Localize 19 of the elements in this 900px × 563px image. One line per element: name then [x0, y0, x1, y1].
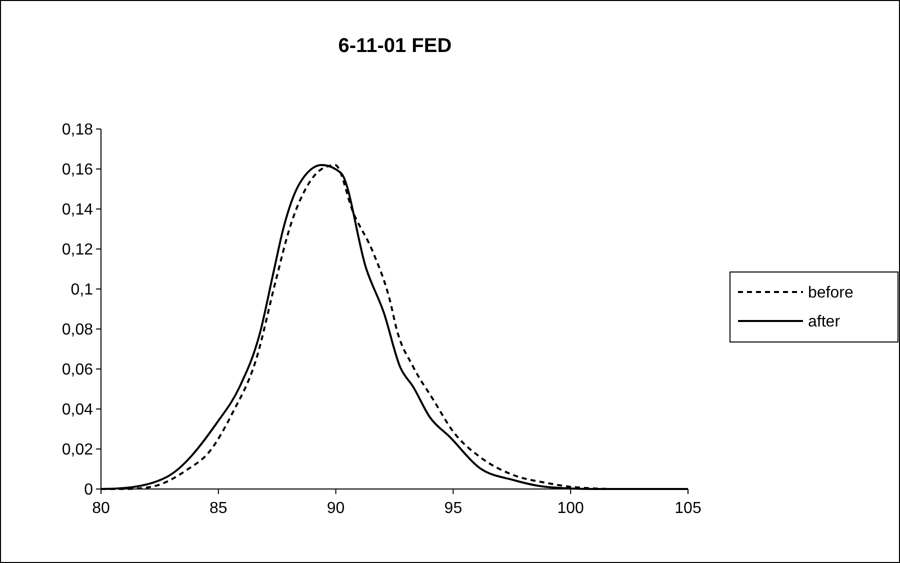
legend-label: before: [808, 284, 854, 302]
y-tick-label: 0,1: [70, 282, 94, 299]
x-tick-label: 100: [557, 500, 584, 517]
y-tick-label: 0,16: [62, 162, 94, 179]
x-tick-label: 95: [444, 500, 462, 517]
y-tick-label: 0,12: [62, 242, 94, 259]
y-tick-label: 0,14: [62, 202, 94, 219]
y-tick-label: 0,18: [62, 122, 94, 139]
chart-title: 6-11-01 FED: [338, 35, 452, 57]
x-tick-label: 105: [674, 500, 702, 517]
legend-label: after: [808, 314, 841, 331]
y-tick-label: 0,04: [62, 402, 94, 419]
y-tick-label: 0,08: [62, 322, 94, 339]
x-tick-label: 90: [326, 500, 345, 517]
x-tick-label: 80: [92, 500, 110, 517]
y-tick-label: 0,02: [62, 442, 94, 459]
y-tick-label: 0: [84, 482, 94, 499]
y-tick-label: 0,06: [62, 362, 94, 379]
x-tick-label: 85: [210, 500, 228, 517]
